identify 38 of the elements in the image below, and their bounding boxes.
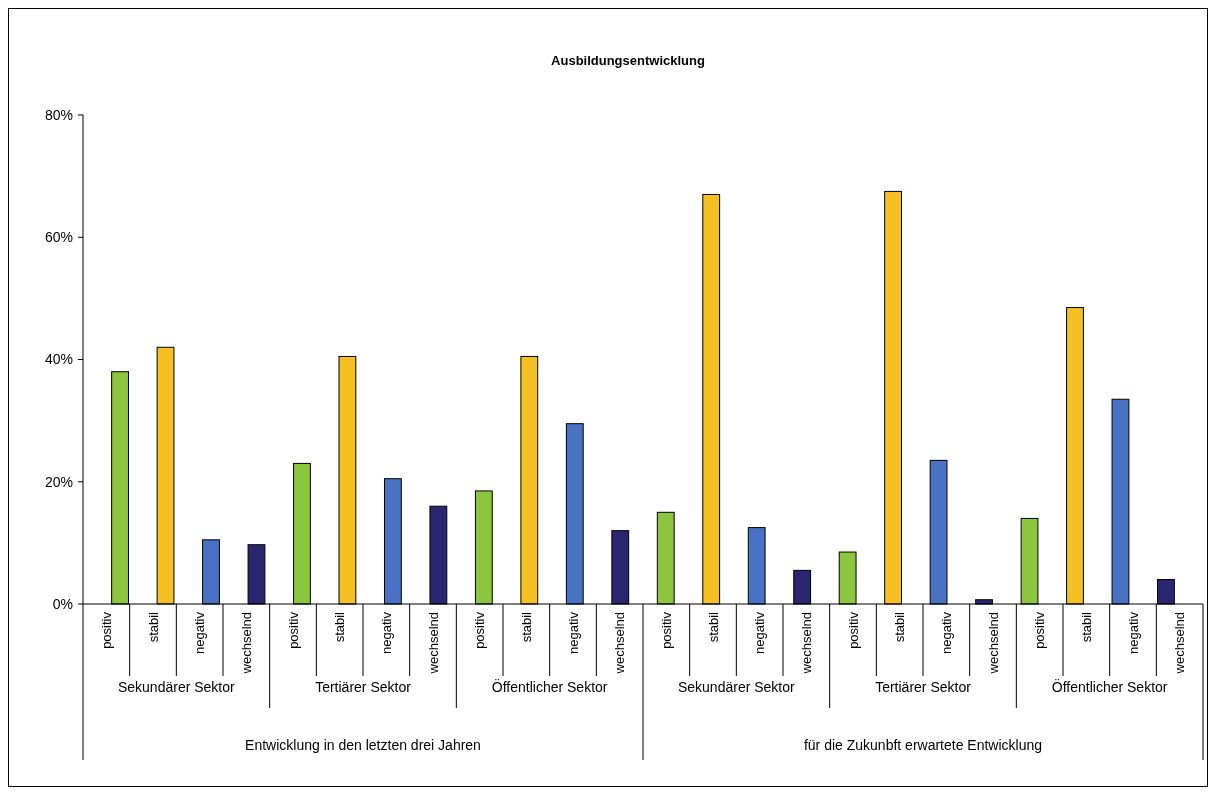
text: Tertiärer Sektor [875, 679, 972, 695]
x-tick-label: wechselnd [612, 612, 628, 675]
x-tick-label: wechselnd [425, 612, 441, 675]
x-tick-label: stabil [332, 611, 348, 643]
x-tick-label: positiv [845, 611, 861, 649]
text: für die Zukunbft erwartete Entwicklung [803, 737, 1043, 753]
x-tick-label: negativ [192, 611, 208, 654]
x-tick-label: wechselnd [238, 612, 254, 675]
x-tick-label: positiv [285, 611, 301, 649]
text: Sekundärer Sektor [677, 679, 796, 695]
x-tick-label: wechselnd [798, 612, 814, 675]
text: Entwicklung in den letzten drei Jahren [245, 737, 481, 753]
x-tick-label: negativ [752, 611, 768, 654]
text: Öffentlicher Sektor [1051, 678, 1168, 695]
x-tick-label: stabil [518, 611, 534, 643]
text: Sekundärer Sektor [117, 679, 236, 695]
x-tick-label: stabil [1078, 611, 1094, 643]
y-tick-label: 40% [44, 351, 73, 368]
y-tick-label: 20% [44, 473, 73, 490]
x-tick-label: wechselnd [1172, 612, 1188, 675]
x-tick-label: positiv [98, 611, 114, 649]
x-tick-label: negativ [378, 611, 394, 654]
x-tick-label: negativ [1125, 611, 1141, 654]
chart-title: Ausbildungsentwicklung [551, 53, 705, 68]
x-tick-label: positiv [1032, 611, 1048, 649]
x-tick-label: stabil [705, 611, 721, 643]
x-tick-label: stabil [145, 611, 161, 643]
y-tick-label: 0% [52, 595, 73, 612]
x-tick-label: stabil [892, 611, 908, 643]
y-tick-label: 60% [44, 229, 73, 246]
x-tick-label: positiv [472, 611, 488, 649]
text: Tertiärer Sektor [315, 679, 412, 695]
y-tick-label: 80% [44, 106, 73, 123]
x-tick-label: negativ [938, 611, 954, 654]
x-tick-label: positiv [658, 611, 674, 649]
x-tick-label: negativ [565, 611, 581, 654]
text: Öffentlicher Sektor [491, 678, 608, 695]
x-tick-label: wechselnd [985, 612, 1001, 675]
